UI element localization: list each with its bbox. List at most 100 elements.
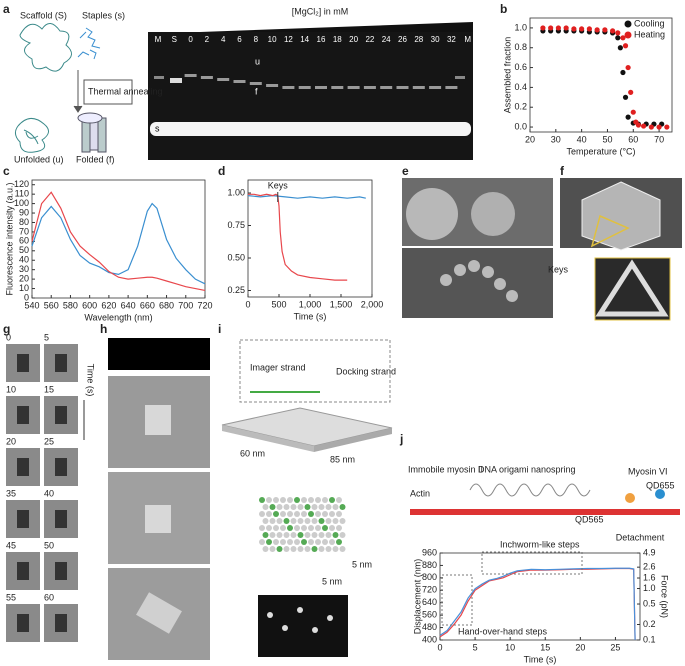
y2-tick-label: 2.6 [643,562,656,572]
lattice-site [276,532,283,538]
y-tick-label: 640 [422,597,437,607]
lattice-site [332,518,339,524]
lattice-site [273,511,279,517]
label: Thermal annealing [88,86,163,96]
x-axis-label: Wavelength (nm) [84,312,152,322]
lattice-site [332,504,339,510]
label: DNA origami nanospring [478,464,576,474]
origami [55,354,67,372]
point [630,109,636,115]
panel-label: c [3,164,10,178]
y2-tick-label: 0.2 [643,619,656,629]
lattice-site [304,504,311,510]
lattice-site [287,539,293,545]
x-tick-label: 15 [540,642,550,652]
lattice-site [294,497,300,503]
x-tick-label: 10 [505,642,515,652]
gel-band [347,86,360,89]
lattice-site [301,497,307,503]
lane-label: 32 [447,35,456,44]
label: 5 nm [322,576,342,586]
plot-frame [439,552,641,641]
y2-tick-label: 4.9 [643,547,656,557]
x-axis-label: Time (s) [524,654,557,664]
lattice-site [280,511,286,517]
time-label: 0 [6,332,11,342]
lattice-site [339,546,346,552]
x-tick-label: 500 [271,299,286,309]
y-tick-label: 0.50 [227,252,245,262]
point [594,27,600,33]
y2-tick-label: 1.6 [643,572,656,582]
line [31,202,206,285]
y2-tick-label: 1.0 [643,583,656,593]
y-tick-label: 880 [422,560,437,570]
lattice-site [322,539,328,545]
point [540,25,546,31]
lattice-site [290,532,297,538]
y-tick-label: 800 [422,572,437,582]
x-tick-label: 0 [245,299,250,309]
lattice-site [339,518,346,524]
lattice-site [259,511,265,517]
lattice-site [294,539,300,545]
lattice-site [287,525,293,531]
point [664,124,670,130]
gel-band [217,78,230,81]
gel-band [380,86,393,89]
tem-images [108,338,210,660]
lattice-site [276,546,283,552]
y-tick-label: 560 [422,610,437,620]
plot-frame [31,179,206,299]
lattice-site [339,504,346,510]
gel-image [148,22,473,160]
x-tick-label: 20 [525,134,535,144]
lattice-site [262,504,269,510]
x-tick-label: 540 [24,300,39,310]
panel-label: b [500,2,507,16]
gel-band [266,84,279,87]
lattice-site [322,525,328,531]
lattice-site [273,497,279,503]
lattice-site [283,546,290,552]
x-tick-label: 660 [140,300,155,310]
label: Immobile myosin II [408,464,483,474]
y-tick-label: 960 [422,547,437,557]
point [620,35,626,41]
lattice-site [269,546,276,552]
x-tick-label: 580 [63,300,78,310]
y-tick-label: 0.0 [514,121,527,131]
paint-diagram [221,339,393,657]
lattice-site [318,518,325,524]
point [620,69,626,76]
lattice-site [287,497,293,503]
lattice-site [297,518,304,524]
lattice-site [308,539,314,545]
y-tick-label: 50 [19,245,29,255]
lattice-site [301,511,307,517]
lattice-site [269,504,276,510]
lattice-site [262,546,269,552]
lane-label: M [155,35,162,44]
label: Keys [548,264,569,274]
origami [55,458,67,476]
lattice-site [329,525,335,531]
gel-band [363,86,376,89]
origami [55,406,67,424]
x-tick-label: 70 [654,134,664,144]
annotation: Keys [268,180,289,190]
x-tick-label: 5 [473,642,478,652]
x-tick-label: 680 [159,300,174,310]
point [625,64,631,71]
lattice-site [290,546,297,552]
lattice-site [311,518,318,524]
time-label: 20 [6,436,16,446]
lattice-site [259,525,265,531]
time-label: 60 [44,592,54,602]
lattice-site [276,504,283,510]
plot-frame [529,17,673,133]
legend-marker [624,20,632,28]
lattice-site [332,546,339,552]
lattice-site [283,532,290,538]
y-tick-label: 20 [19,273,29,283]
